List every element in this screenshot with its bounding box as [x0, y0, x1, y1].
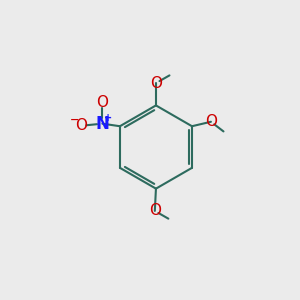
- Text: +: +: [104, 113, 112, 123]
- Text: N: N: [95, 115, 109, 133]
- Text: O: O: [150, 76, 162, 91]
- Text: O: O: [75, 118, 87, 133]
- Text: −: −: [70, 115, 79, 125]
- Text: O: O: [205, 114, 217, 129]
- Text: O: O: [96, 95, 108, 110]
- Text: O: O: [149, 203, 161, 218]
